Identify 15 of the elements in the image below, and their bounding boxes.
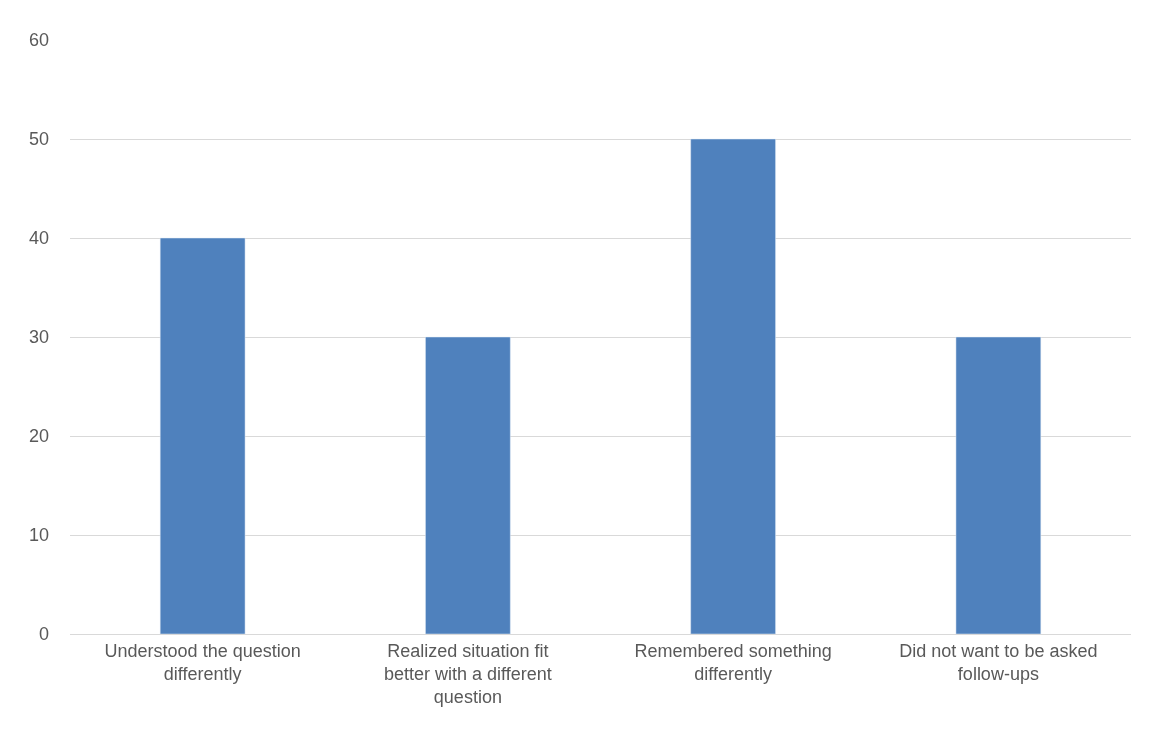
y-tick-label: 0 (38, 624, 49, 645)
x-tick-label: Remembered something differently (634, 640, 832, 684)
y-tick-label: 60 (28, 30, 49, 51)
y-tick-label: 30 (28, 327, 49, 348)
x-tick-label: Understood the question differently (104, 640, 301, 684)
bar (425, 336, 511, 634)
x-tick-label: Realized situation fit better with a different question (384, 640, 552, 708)
y-tick-label: 20 (28, 426, 49, 447)
bar (159, 237, 246, 634)
bar (690, 138, 776, 634)
y-tick-label: 50 (28, 129, 49, 150)
y-tick-label: 10 (28, 525, 49, 546)
x-tick-label: Did not want to be asked follow-ups (899, 640, 1098, 684)
y-tick-label: 40 (28, 228, 49, 249)
bar (955, 336, 1042, 634)
